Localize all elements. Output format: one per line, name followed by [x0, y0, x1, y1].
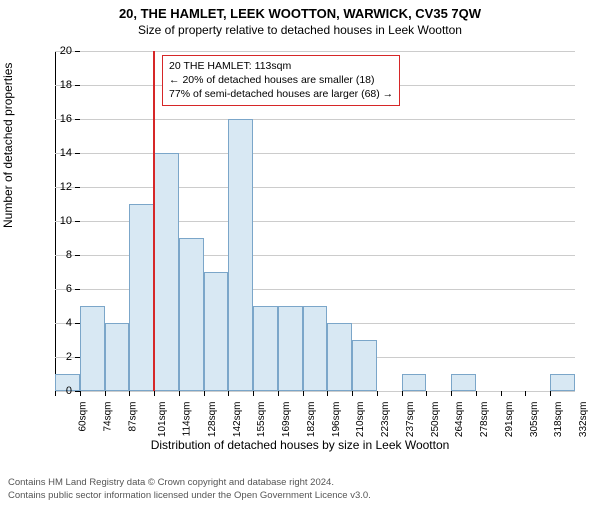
footer-line-1: Contains HM Land Registry data © Crown c…	[8, 477, 371, 489]
x-tick-mark	[55, 391, 56, 396]
x-tick-label: 182sqm	[306, 402, 317, 438]
x-tick-label: 87sqm	[127, 402, 138, 432]
footer-line-2: Contains public sector information licen…	[8, 490, 371, 502]
y-tick-mark	[75, 187, 80, 188]
x-tick-mark	[253, 391, 254, 396]
x-tick-mark	[303, 391, 304, 396]
grid-line	[55, 187, 575, 188]
x-tick-mark	[228, 391, 229, 396]
x-axis-label: Distribution of detached houses by size …	[0, 438, 600, 452]
chart-main-title: 20, THE HAMLET, LEEK WOOTTON, WARWICK, C…	[0, 6, 600, 21]
y-tick-label: 16	[52, 113, 72, 125]
histogram-bar	[278, 306, 303, 391]
x-tick-label: 128sqm	[207, 402, 218, 438]
x-tick-label: 223sqm	[380, 402, 391, 438]
y-tick-label: 12	[52, 181, 72, 193]
x-tick-label: 155sqm	[256, 402, 267, 438]
x-tick-label: 250sqm	[430, 402, 441, 438]
histogram-bar	[154, 153, 179, 391]
y-tick-mark	[75, 51, 80, 52]
annotation-box: 20 THE HAMLET: 113sqm ← 20% of detached …	[162, 55, 400, 106]
histogram-bar	[204, 272, 229, 391]
reference-line	[153, 51, 155, 391]
x-tick-label: 210sqm	[355, 402, 366, 438]
y-tick-mark	[75, 221, 80, 222]
x-tick-label: 169sqm	[281, 402, 292, 438]
x-tick-label: 196sqm	[331, 402, 342, 438]
annotation-line-3: 77% of semi-detached houses are larger (…	[169, 87, 393, 101]
histogram-bar	[228, 119, 253, 391]
y-tick-mark	[75, 153, 80, 154]
histogram-bar	[303, 306, 328, 391]
y-tick-mark	[75, 255, 80, 256]
chart-subtitle: Size of property relative to detached ho…	[0, 23, 600, 37]
y-tick-label: 10	[52, 215, 72, 227]
x-tick-mark	[204, 391, 205, 396]
y-tick-label: 4	[52, 317, 72, 329]
x-tick-mark	[179, 391, 180, 396]
x-tick-label: 332sqm	[578, 402, 589, 438]
x-tick-label: 142sqm	[232, 402, 243, 438]
footer-attribution: Contains HM Land Registry data © Crown c…	[8, 477, 371, 502]
grid-line	[55, 119, 575, 120]
x-tick-label: 114sqm	[181, 402, 192, 437]
y-tick-mark	[75, 289, 80, 290]
histogram-bar	[451, 374, 476, 391]
x-tick-mark	[154, 391, 155, 396]
grid-line	[55, 153, 575, 154]
x-tick-mark	[80, 391, 81, 396]
x-tick-label: 60sqm	[78, 402, 89, 432]
x-tick-label: 278sqm	[479, 402, 490, 438]
x-tick-mark	[525, 391, 526, 396]
x-tick-mark	[327, 391, 328, 396]
histogram-bar	[105, 323, 130, 391]
y-axis-label: Number of detached properties	[1, 63, 15, 228]
y-tick-label: 6	[52, 283, 72, 295]
y-tick-label: 2	[52, 351, 72, 363]
y-tick-mark	[75, 85, 80, 86]
x-tick-mark	[377, 391, 378, 396]
histogram-bar	[327, 323, 352, 391]
x-tick-mark	[278, 391, 279, 396]
y-tick-mark	[75, 119, 80, 120]
y-tick-label: 8	[52, 249, 72, 261]
x-tick-label: 264sqm	[455, 402, 466, 438]
histogram-bar	[550, 374, 575, 391]
y-tick-mark	[75, 357, 80, 358]
histogram-bar	[253, 306, 278, 391]
x-tick-mark	[451, 391, 452, 396]
y-tick-label: 20	[52, 45, 72, 57]
histogram-bar	[80, 306, 105, 391]
x-tick-label: 318sqm	[554, 402, 565, 438]
histogram-bar	[352, 340, 377, 391]
x-tick-label: 291sqm	[504, 402, 515, 438]
x-tick-mark	[352, 391, 353, 396]
grid-line	[55, 391, 575, 392]
histogram-bar	[179, 238, 204, 391]
histogram-bar	[129, 204, 154, 391]
x-tick-mark	[105, 391, 106, 396]
x-tick-label: 101sqm	[157, 402, 168, 438]
x-tick-label: 237sqm	[405, 402, 416, 438]
x-tick-mark	[129, 391, 130, 396]
x-tick-mark	[550, 391, 551, 396]
x-tick-mark	[476, 391, 477, 396]
x-tick-mark	[501, 391, 502, 396]
x-tick-mark	[426, 391, 427, 396]
y-tick-label: 14	[52, 147, 72, 159]
annotation-line-2: ← 20% of detached houses are smaller (18…	[169, 73, 393, 87]
y-tick-label: 18	[52, 79, 72, 91]
annotation-line-1: 20 THE HAMLET: 113sqm	[169, 59, 393, 73]
x-tick-label: 305sqm	[529, 402, 540, 438]
grid-line	[55, 51, 575, 52]
x-tick-mark	[402, 391, 403, 396]
histogram-bar	[402, 374, 427, 391]
y-tick-mark	[75, 323, 80, 324]
x-tick-label: 74sqm	[102, 402, 113, 432]
